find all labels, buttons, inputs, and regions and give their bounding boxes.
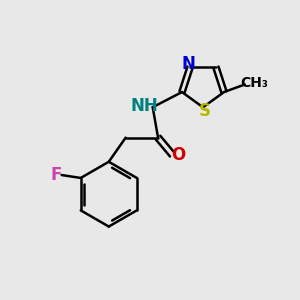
Text: S: S <box>199 102 211 120</box>
Text: O: O <box>172 146 186 164</box>
Text: F: F <box>50 166 61 184</box>
Text: CH₃: CH₃ <box>240 76 268 90</box>
Text: N: N <box>182 55 196 73</box>
Text: NH: NH <box>130 97 158 115</box>
